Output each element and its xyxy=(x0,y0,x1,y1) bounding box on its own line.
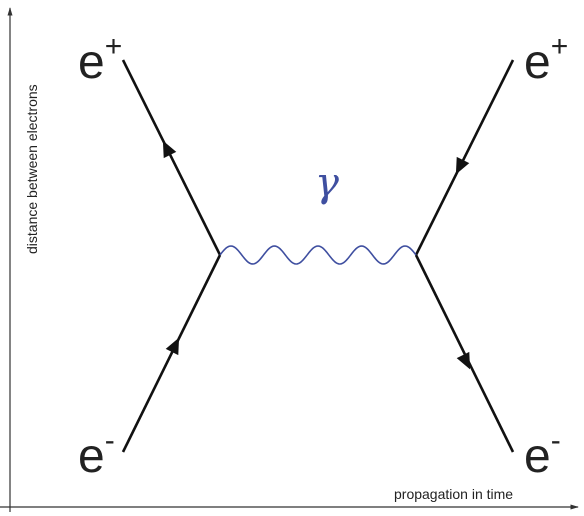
photon-wavy-line xyxy=(219,245,417,265)
arrowhead-bottom-right xyxy=(456,351,471,370)
photon-label: γ xyxy=(315,160,339,206)
arrowhead-top-right xyxy=(455,156,470,175)
particle-label-bottom-left: e- xyxy=(78,424,115,483)
fermion-line-top-right xyxy=(414,59,515,256)
y-axis-label: distance between electrons xyxy=(24,84,40,254)
particle-label-top-left: e+ xyxy=(78,30,122,89)
particle-label-top-right: e+ xyxy=(524,30,568,89)
fermion-line-top-left xyxy=(121,59,222,256)
fermion-line-bottom-left xyxy=(121,254,222,453)
arrowhead-top-left xyxy=(162,140,177,159)
fermion-line-bottom-right xyxy=(414,254,515,453)
particle-label-bottom-right: e- xyxy=(524,424,561,483)
arrowhead-bottom-left xyxy=(165,337,180,356)
x-axis-label: propagation in time xyxy=(394,486,513,502)
